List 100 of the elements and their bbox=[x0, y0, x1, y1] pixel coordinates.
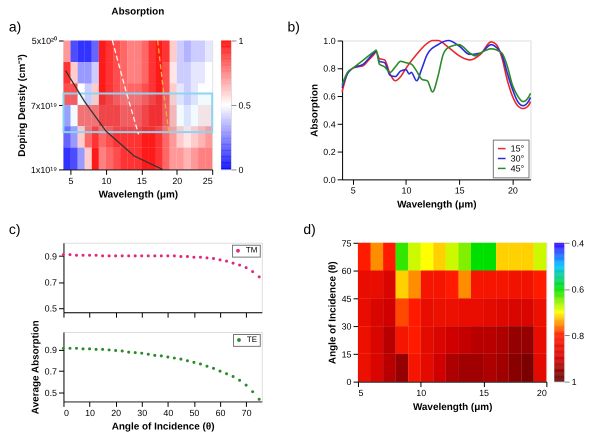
point bbox=[120, 254, 124, 258]
point bbox=[172, 356, 176, 360]
point bbox=[114, 348, 118, 352]
point bbox=[82, 254, 85, 257]
point bbox=[225, 260, 228, 263]
point bbox=[205, 256, 208, 260]
point bbox=[166, 355, 170, 358]
y-tick-label: 5x10²⁰ bbox=[32, 36, 58, 46]
point bbox=[134, 351, 137, 354]
y-tick-label: 0.5 bbox=[44, 388, 58, 398]
x-tick-label: 10 bbox=[401, 186, 412, 196]
y-tick-label: 0.0 bbox=[323, 174, 336, 185]
x-tick-label: 20 bbox=[508, 186, 518, 196]
point bbox=[75, 346, 78, 350]
point bbox=[140, 352, 144, 355]
point bbox=[225, 372, 228, 376]
point bbox=[218, 258, 222, 262]
point bbox=[198, 256, 202, 259]
point bbox=[75, 254, 78, 257]
point bbox=[212, 366, 215, 370]
point bbox=[238, 378, 242, 382]
point bbox=[114, 254, 118, 258]
point bbox=[186, 255, 189, 258]
x-tick-label: 0 bbox=[64, 408, 69, 418]
point bbox=[244, 384, 248, 387]
point bbox=[205, 364, 208, 368]
x-axis-title: Angle of Incidence (θ) bbox=[112, 422, 215, 433]
point bbox=[232, 262, 235, 265]
y-tick-label: 0.4 bbox=[323, 119, 336, 130]
y-tick-label: 7x10¹⁹ bbox=[30, 100, 58, 111]
y-tick-label: 0.8 bbox=[323, 64, 336, 74]
point bbox=[179, 358, 182, 361]
x-tick-label: 40 bbox=[163, 408, 174, 418]
point bbox=[160, 354, 163, 358]
x-tick-label: 10 bbox=[101, 176, 112, 186]
point bbox=[68, 253, 72, 256]
x-tick-label: 60 bbox=[216, 408, 226, 418]
point bbox=[179, 255, 182, 258]
point bbox=[134, 254, 137, 258]
point bbox=[94, 254, 98, 257]
y-axis-title: Average Absorption bbox=[30, 320, 42, 414]
point bbox=[146, 254, 150, 258]
point bbox=[94, 348, 98, 351]
point bbox=[218, 370, 222, 373]
x-tick-label: 20 bbox=[111, 408, 122, 418]
text: c) bbox=[8, 220, 20, 237]
y-axis-title: Doping Density (cm⁻³) bbox=[16, 54, 28, 157]
y-tick-label: 75 bbox=[342, 238, 352, 248]
point bbox=[172, 254, 176, 258]
x-axis-title: Wavelength (μm) bbox=[397, 200, 477, 211]
point bbox=[186, 359, 189, 362]
color-bar-label: 0.8 bbox=[572, 330, 584, 341]
y-tick-label: 0.9 bbox=[44, 251, 58, 262]
x-tick-label: 15 bbox=[136, 176, 147, 186]
y-tick-label: 45 bbox=[342, 294, 352, 304]
x-tick-label: 10 bbox=[85, 408, 96, 418]
point bbox=[88, 347, 92, 350]
y-tick-label: 30 bbox=[342, 322, 352, 332]
point bbox=[251, 270, 254, 274]
x-axis-title: Wavelength (μm) bbox=[98, 190, 178, 201]
color-bar-label: 1 bbox=[572, 377, 577, 388]
x-tick-label: 70 bbox=[242, 408, 252, 418]
chart-title: Absorption bbox=[111, 6, 164, 18]
color-bar-label: 1 bbox=[238, 36, 244, 46]
point bbox=[153, 254, 156, 258]
x-tick-label: 10 bbox=[416, 388, 426, 398]
point bbox=[120, 350, 124, 352]
x-tick-label: 20 bbox=[536, 388, 547, 398]
y-tick-label: 0.5 bbox=[44, 304, 58, 314]
point bbox=[68, 346, 72, 350]
point bbox=[160, 254, 163, 258]
color-bar-label: 0.6 bbox=[572, 284, 584, 295]
x-tick-label: 5 bbox=[68, 176, 74, 186]
x-tick-label: 30 bbox=[137, 408, 148, 418]
point bbox=[238, 264, 242, 267]
y-tick-label: 0.7 bbox=[44, 366, 58, 377]
point bbox=[101, 348, 104, 351]
legend-label: TE bbox=[246, 334, 258, 344]
legend-label: TM bbox=[246, 246, 258, 255]
y-tick-label: 0 bbox=[346, 377, 352, 388]
point bbox=[212, 257, 215, 260]
point bbox=[258, 398, 261, 401]
text: a) bbox=[8, 18, 22, 35]
point bbox=[232, 375, 235, 378]
y-tick-label: 1.0 bbox=[323, 36, 336, 46]
x-tick-label: 5 bbox=[350, 186, 356, 196]
y-tick-label: 15 bbox=[342, 349, 352, 360]
text: d) bbox=[303, 220, 316, 237]
y-tick-label: 0.6 bbox=[323, 92, 336, 102]
x-tick-label: 15 bbox=[454, 186, 465, 196]
legend-label: 15° bbox=[510, 144, 525, 154]
x-tick-label: 25 bbox=[202, 176, 213, 186]
y-tick-label: 0.2 bbox=[323, 147, 336, 158]
x-axis-title: Wavelength (μm) bbox=[412, 402, 492, 413]
point bbox=[244, 266, 248, 270]
y-axis-title: Absorption bbox=[309, 84, 320, 137]
y-tick-label: 0.7 bbox=[44, 278, 58, 288]
point bbox=[198, 362, 202, 366]
x-tick-label: 15 bbox=[479, 388, 490, 398]
point bbox=[258, 275, 261, 278]
